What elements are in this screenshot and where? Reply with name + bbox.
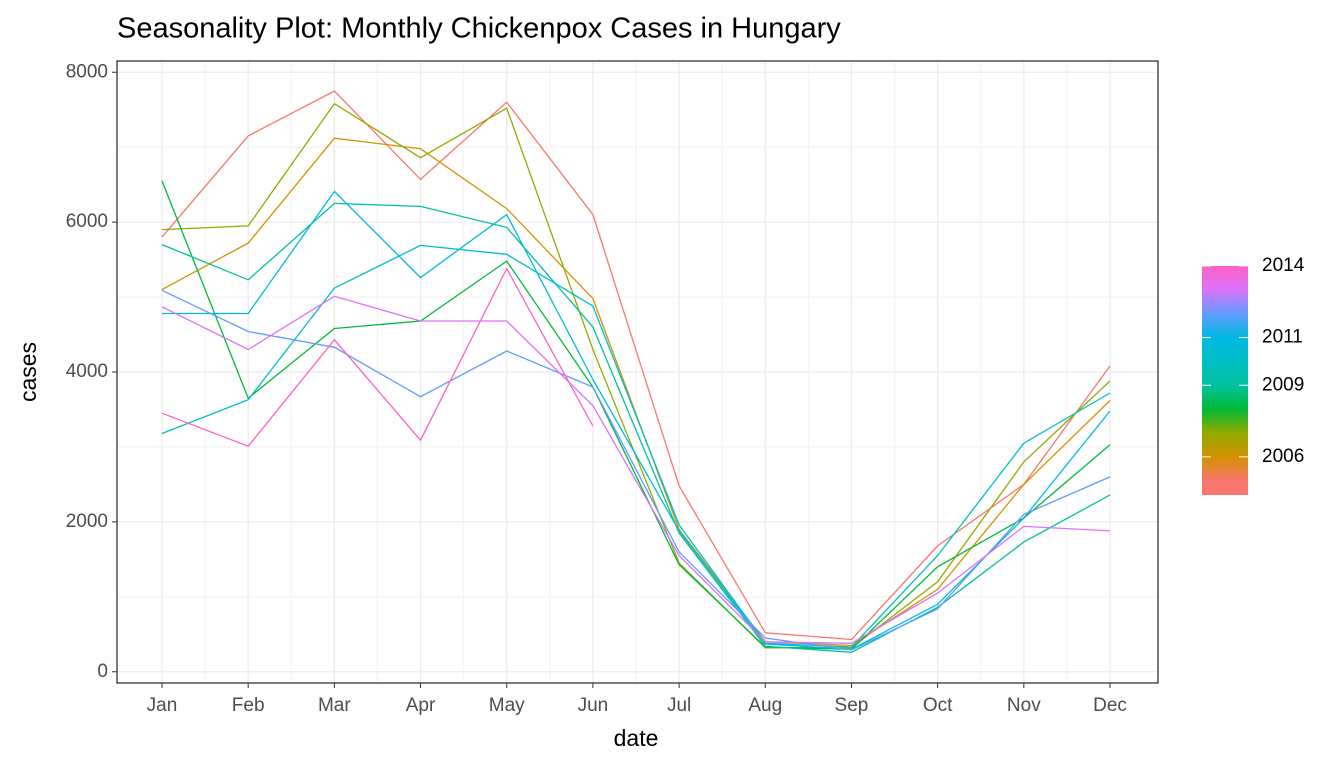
x-tick-label: Aug [748, 695, 782, 716]
series-line [161, 244, 1111, 648]
chart-title: Seasonality Plot: Monthly Chickenpox Cas… [117, 13, 841, 45]
y-axis-title: cases [15, 342, 41, 402]
legend-label: 2009 [1262, 374, 1304, 395]
legend-label: 2011 [1262, 327, 1303, 348]
y-tick-label: 2000 [66, 511, 108, 532]
x-tick-label: Mar [318, 695, 351, 716]
x-tick-label: Sep [835, 695, 869, 716]
panel-border [116, 60, 1159, 684]
x-tick-label: Jun [578, 695, 609, 716]
legend-label: 2006 [1262, 446, 1304, 467]
x-tick-label: Oct [923, 695, 953, 716]
x-tick-label: Feb [232, 695, 265, 716]
series-line [161, 267, 594, 447]
y-tick-label: 0 [97, 661, 108, 682]
series-line [161, 295, 1111, 644]
legend-label: 2014 [1262, 255, 1305, 276]
x-tick-label: Nov [1007, 695, 1041, 716]
x-tick-label: Apr [406, 695, 436, 716]
series-line [161, 289, 1111, 651]
x-tick-label: Jan [147, 695, 178, 716]
y-tick-label: 6000 [66, 211, 108, 232]
x-tick-label: Jul [667, 695, 691, 716]
series-line [162, 190, 1111, 650]
series-line [161, 90, 1111, 641]
x-axis-title: date [614, 725, 659, 751]
series-line [161, 202, 1111, 653]
y-tick-label: 4000 [66, 361, 108, 382]
x-tick-label: Dec [1093, 695, 1127, 716]
y-tick-label: 8000 [66, 61, 108, 82]
x-tick-label: May [489, 695, 525, 716]
legend-colorbar [1202, 266, 1248, 495]
series-line [161, 180, 1111, 650]
